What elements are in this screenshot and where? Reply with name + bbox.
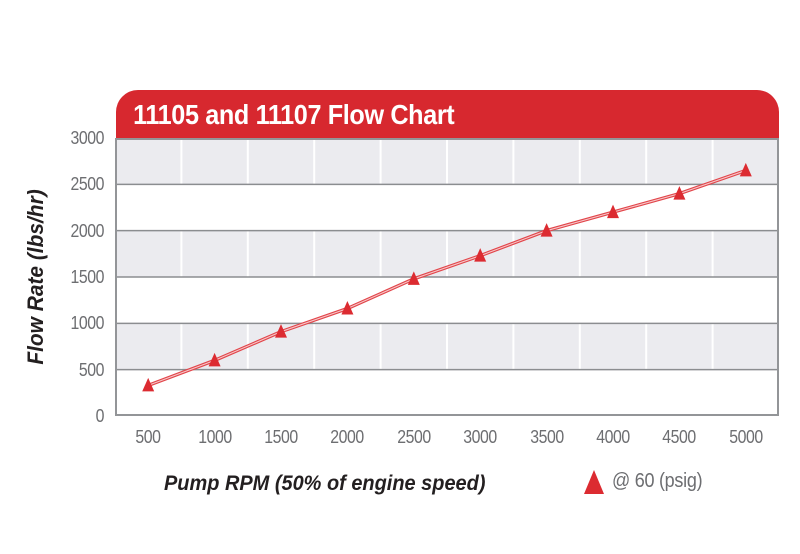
plot-area	[115, 138, 779, 416]
x-tick-label: 3000	[463, 427, 497, 447]
y-axis-tick-labels: 0 500 1000 1500 2000 2500 3000	[28, 0, 105, 554]
y-tick-label: 500	[78, 359, 105, 380]
x-tick-label: 1000	[197, 427, 232, 447]
plot-canvas	[115, 138, 779, 416]
x-tick-label: 500	[135, 427, 162, 447]
y-tick-label: 1000	[70, 313, 105, 334]
x-tick-label: 2000	[330, 427, 365, 447]
x-tick-label: 5000	[729, 427, 763, 447]
y-tick-label: 3000	[70, 128, 105, 148]
x-tick-label: 2500	[397, 427, 431, 447]
chart-title: 11105 and 11107 Flow Chart	[133, 99, 455, 130]
legend-triangle-marker-icon	[584, 470, 604, 494]
legend-label: @ 60 (psig)	[612, 470, 703, 492]
y-tick-label: 2500	[70, 174, 105, 195]
x-tick-label: 3500	[529, 427, 564, 447]
x-tick-label: 4500	[662, 427, 697, 447]
y-tick-label: 2000	[70, 220, 105, 241]
y-tick-label: 0	[95, 406, 105, 426]
chart-title-banner: 11105 and 11107 Flow Chart	[116, 90, 779, 138]
y-tick-label: 1500	[70, 267, 105, 287]
x-tick-label: 4000	[596, 427, 630, 447]
x-tick-label: 1500	[264, 427, 298, 447]
x-axis-title: Pump RPM (50% of engine speed)	[164, 472, 486, 495]
